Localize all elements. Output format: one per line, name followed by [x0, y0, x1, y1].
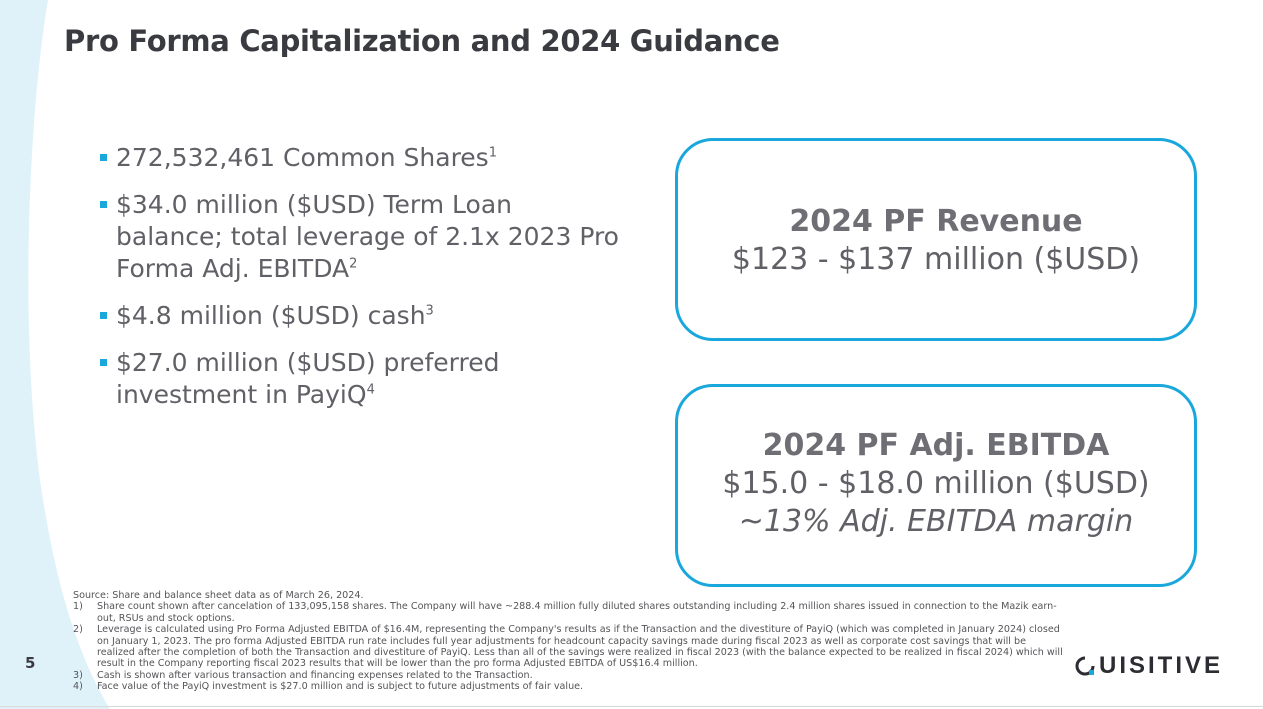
- bullet-text: $27.0 million ($USD) preferred investmen…: [116, 348, 500, 409]
- bullet-marker-icon: [100, 154, 107, 161]
- bullet-text: $34.0 million ($USD) Term Loan balance; …: [116, 190, 619, 283]
- footnote-item: 1) Share count shown after cancelation o…: [73, 601, 1063, 624]
- ebitda-box-margin: ~13% Adj. EBITDA margin: [738, 504, 1134, 539]
- bullet-common-shares: 272,532,461 Common Shares1: [100, 142, 620, 174]
- bullet-list: 272,532,461 Common Shares1 $34.0 million…: [100, 142, 620, 426]
- footnote-ref: 4: [366, 382, 375, 398]
- bottom-divider: [0, 706, 1263, 707]
- footnote-text: Share count shown after cancelation of 1…: [97, 601, 1057, 624]
- bullet-cash: $4.8 million ($USD) cash3: [100, 300, 620, 332]
- ebitda-guidance-box: 2024 PF Adj. EBITDA $15.0 - $18.0 millio…: [675, 384, 1197, 587]
- page-title: Pro Forma Capitalization and 2024 Guidan…: [64, 24, 780, 58]
- footnotes: Source: Share and balance sheet data as …: [73, 590, 1063, 693]
- revenue-box-value: $123 - $137 million ($USD): [731, 242, 1141, 277]
- bullet-marker-icon: [100, 312, 107, 319]
- footnote-ref: 1: [488, 145, 497, 161]
- footnote-number: 1): [73, 601, 83, 613]
- footnote-text: Face value of the PayiQ investment is $2…: [97, 681, 584, 693]
- page-number: 5: [25, 654, 36, 672]
- footnote-item: 3) Cash is shown after various transacti…: [73, 670, 1063, 681]
- bullet-preferred-investment: $27.0 million ($USD) preferred investmen…: [100, 347, 620, 411]
- ebitda-box-title: 2024 PF Adj. EBITDA: [762, 428, 1110, 463]
- bullet-marker-icon: [100, 359, 107, 366]
- footnote-item: 2) Leverage is calculated using Pro Form…: [73, 624, 1063, 670]
- footnote-source: Source: Share and balance sheet data as …: [73, 590, 364, 601]
- footnote-number: 3): [73, 669, 83, 681]
- bullet-marker-icon: [100, 201, 107, 208]
- ebitda-box-value: $15.0 - $18.0 million ($USD): [722, 466, 1150, 501]
- footnote-item: 4) Face value of the PayiQ investment is…: [73, 681, 1063, 692]
- footnote-number: 2): [73, 624, 83, 636]
- footnote-text: Cash is shown after various transaction …: [97, 669, 533, 681]
- footnote-number: 4): [73, 681, 83, 693]
- q-logo-icon: [1075, 656, 1095, 676]
- logo-wordmark: UISITIVE: [1099, 652, 1224, 679]
- bullet-term-loan: $34.0 million ($USD) Term Loan balance; …: [100, 189, 620, 285]
- quisitive-logo: UISITIVE: [1075, 652, 1223, 680]
- footnote-ref: 3: [425, 303, 434, 319]
- revenue-box-title: 2024 PF Revenue: [789, 204, 1083, 239]
- footnote-text: Leverage is calculated using Pro Forma A…: [97, 624, 1063, 670]
- revenue-guidance-box: 2024 PF Revenue $123 - $137 million ($US…: [675, 138, 1197, 341]
- footnote-ref: 2: [349, 256, 358, 272]
- bullet-text: $4.8 million ($USD) cash: [116, 301, 426, 330]
- bullet-text: 272,532,461 Common Shares: [116, 143, 489, 172]
